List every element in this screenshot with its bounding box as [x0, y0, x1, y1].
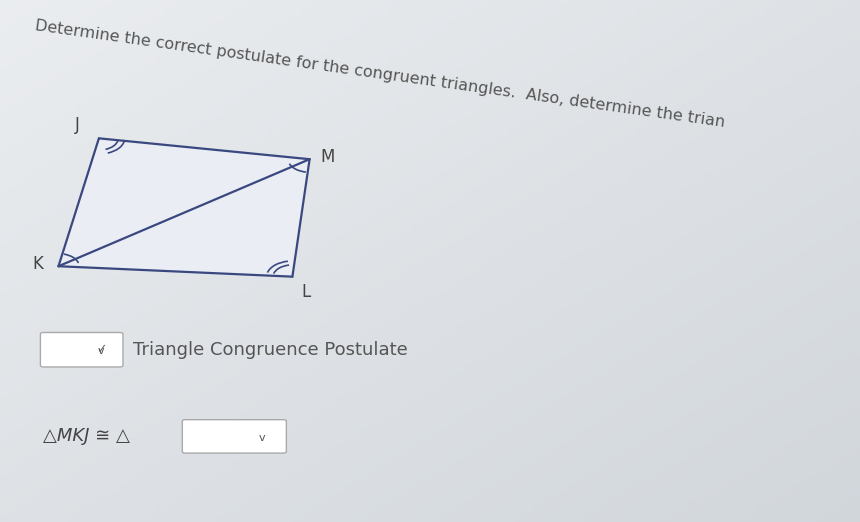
Text: △MKJ ≅ △: △MKJ ≅ △ — [43, 427, 130, 445]
Text: Triangle Congruence Postulate: Triangle Congruence Postulate — [133, 341, 408, 359]
Text: L: L — [301, 283, 310, 301]
Text: v: v — [259, 433, 266, 443]
Text: Determine the correct postulate for the congruent triangles.  Also, determine th: Determine the correct postulate for the … — [34, 18, 727, 130]
Text: K: K — [32, 255, 43, 272]
Text: J: J — [75, 116, 80, 134]
FancyBboxPatch shape — [182, 420, 286, 453]
Polygon shape — [58, 138, 310, 277]
FancyBboxPatch shape — [40, 333, 123, 367]
Text: ✓: ✓ — [95, 343, 107, 356]
Text: v: v — [98, 346, 104, 357]
Text: M: M — [320, 148, 335, 165]
